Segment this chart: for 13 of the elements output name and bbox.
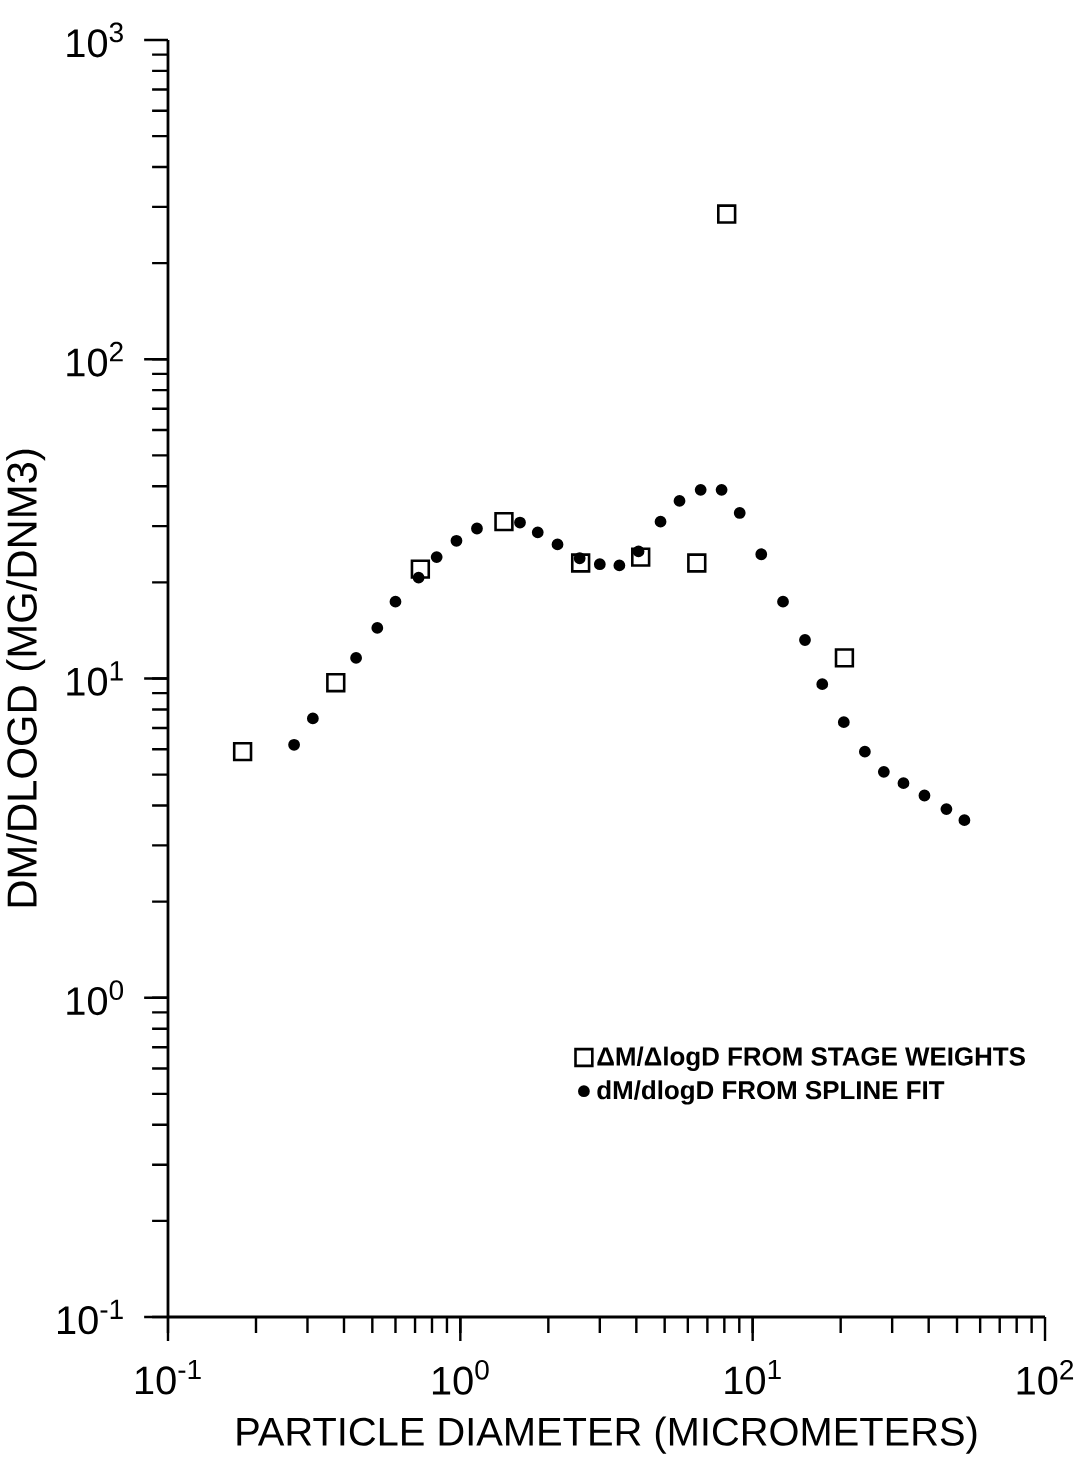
x-tick-label: 10$^{1}$ xyxy=(725,1359,781,1395)
legend-label: dM/dlogD FROM SPLINE FIT xyxy=(597,1080,945,1105)
x-axis-title: PARTICLE DIAMETER (MICROMETERS) xyxy=(237,1416,977,1454)
y-tick-label: 10$^{1}$ xyxy=(67,661,123,696)
legend-label: ΔM/ΔlogD FROM STAGE WEIGHTS xyxy=(597,1046,1025,1071)
y-tick-label: 10$^{-1}$ xyxy=(58,1299,123,1335)
x-tick-label: 10$^{2}$ xyxy=(1017,1359,1074,1395)
y-tick-label: 10$^{3}$ xyxy=(67,22,123,58)
y-axis-title: DM/DLOGD (MG/DNM3) xyxy=(6,449,46,907)
x-tick-label: 10$^{0}$ xyxy=(432,1359,489,1395)
y-tick-label: 10$^{0}$ xyxy=(67,980,124,1016)
x-tick-label: 10$^{-1}$ xyxy=(135,1359,201,1395)
y-tick-label: 10$^{2}$ xyxy=(67,341,123,377)
